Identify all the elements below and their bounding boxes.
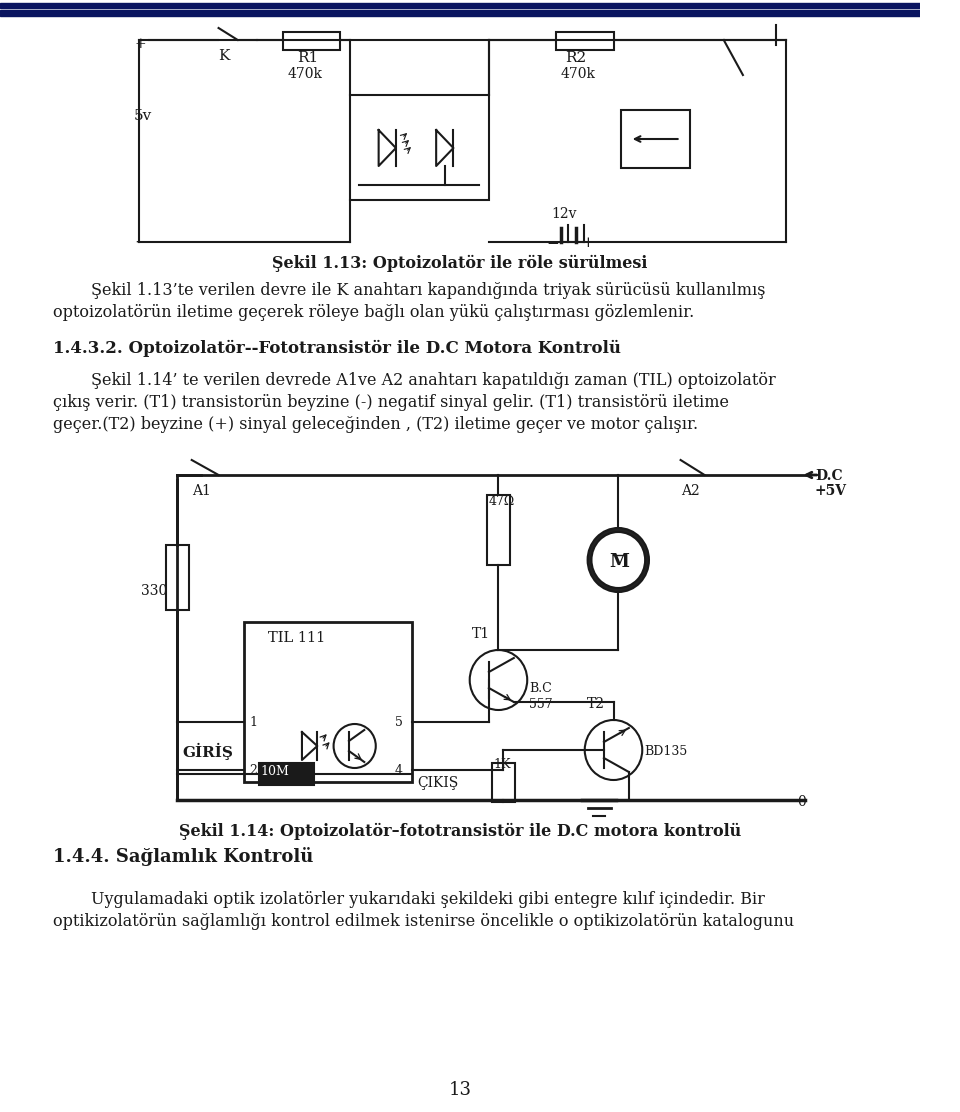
Text: 557: 557	[529, 698, 553, 711]
Text: 1.4.4. Sağlamlık Kontrolü: 1.4.4. Sağlamlık Kontrolü	[53, 847, 313, 866]
Text: D.C: D.C	[815, 469, 843, 483]
Bar	[245, 622, 412, 782]
Text: BD135: BD135	[644, 745, 687, 758]
Text: 1K: 1K	[493, 758, 511, 771]
Bar	[166, 545, 189, 610]
Circle shape	[588, 528, 649, 592]
Text: +: +	[582, 236, 594, 250]
Text: −: −	[546, 237, 559, 251]
Text: GİRİŞ: GİRİŞ	[182, 743, 233, 759]
Text: 1: 1	[250, 716, 257, 729]
Text: optikizolatörün sağlamlığı kontrol edilmek istenirse öncelikle o optikizolatörün: optikizolatörün sağlamlığı kontrol edilm…	[53, 913, 794, 930]
Text: M: M	[610, 553, 630, 570]
Circle shape	[591, 532, 645, 588]
Text: optoizolatörün iletime geçerek röleye bağlı olan yükü çalıştırması gözlemlenir.: optoizolatörün iletime geçerek röleye ba…	[53, 304, 694, 321]
Text: geçer.(T2) beyzine (+) sinyal geleceğinden , (T2) iletime geçer ve motor çalışır: geçer.(T2) beyzine (+) sinyal geleceğind…	[53, 416, 698, 433]
Text: T2: T2	[587, 697, 605, 711]
Text: A1: A1	[192, 484, 210, 498]
Text: 5: 5	[395, 716, 403, 729]
Text: Uygulamadaki optik izolatörler yukarıdaki şekildeki gibi entegre kılıf içindedir: Uygulamadaki optik izolatörler yukarıdak…	[91, 891, 765, 909]
Bar	[487, 495, 510, 565]
Text: +5V: +5V	[815, 484, 847, 498]
Text: Şekil 1.13: Optoizolatör ile röle sürülmesi: Şekil 1.13: Optoizolatör ile röle sürülm…	[273, 255, 648, 272]
Text: 470k: 470k	[561, 67, 596, 81]
Text: B.C: B.C	[529, 682, 552, 695]
Text: A2: A2	[681, 484, 699, 498]
Bar	[0, 3, 921, 8]
Text: 1.4.3.2. Optoizolatör--Fototransistör ile D.C Motora Kontrolü: 1.4.3.2. Optoizolatör--Fototransistör il…	[53, 340, 621, 357]
Text: ÇIKIŞ: ÇIKIŞ	[417, 776, 458, 790]
Text: K: K	[219, 49, 230, 63]
Text: +: +	[134, 37, 146, 51]
Text: 13: 13	[448, 1081, 471, 1099]
Text: Şekil 1.14: Optoizolatör–fototransistör ile D.C motora kontrolü: Şekil 1.14: Optoizolatör–fototransistör …	[179, 823, 741, 840]
Text: T1: T1	[471, 627, 490, 641]
Text: 10M: 10M	[261, 765, 290, 778]
Text: çıkış verir. (T1) transistorün beyzine (-) negatif sinyal gelir. (T1) transistör: çıkış verir. (T1) transistorün beyzine (…	[53, 394, 729, 411]
Text: 12v: 12v	[551, 207, 577, 221]
Text: TIL 111: TIL 111	[269, 631, 325, 645]
Text: R1: R1	[298, 51, 319, 64]
Bar	[492, 763, 515, 802]
Text: 0: 0	[798, 795, 806, 810]
Text: R2: R2	[565, 51, 587, 64]
Text: 47Ω: 47Ω	[489, 495, 516, 508]
Text: Şekil 1.13’te verilen devre ile K anahtarı kapandığında triyak sürücüsü kullanıl: Şekil 1.13’te verilen devre ile K anahta…	[91, 282, 765, 299]
Text: −: −	[134, 234, 148, 251]
Bar	[556, 32, 613, 50]
Bar	[283, 32, 340, 50]
Bar	[259, 763, 315, 785]
Bar	[349, 95, 489, 200]
Text: 5v: 5v	[134, 109, 153, 123]
Text: 2: 2	[250, 764, 257, 777]
Text: 4: 4	[395, 764, 403, 777]
Text: 330: 330	[141, 584, 167, 598]
Text: Şekil 1.14’ te verilen devrede A1ve A2 anahtarı kapatıldığı zaman (TIL) optoizol: Şekil 1.14’ te verilen devrede A1ve A2 a…	[91, 373, 776, 389]
Text: 470k: 470k	[288, 67, 323, 81]
Bar	[0, 10, 921, 16]
Bar	[621, 110, 690, 168]
